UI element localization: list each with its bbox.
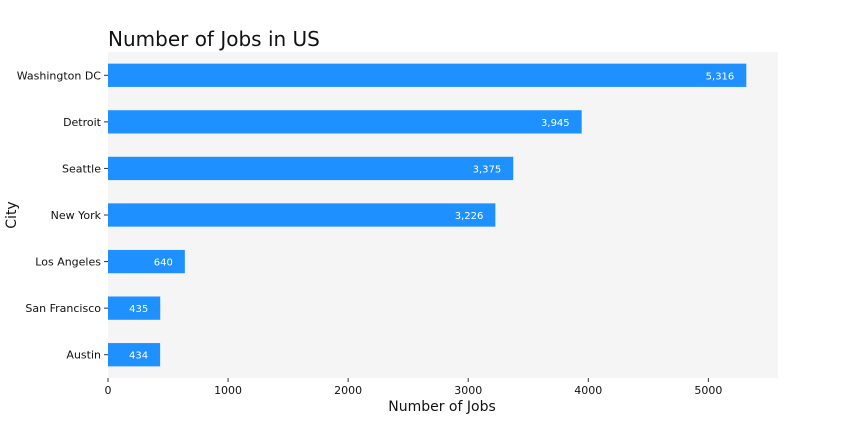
x-axis-title: Number of Jobs <box>388 399 496 415</box>
y-tick-label: Seattle <box>62 162 101 175</box>
data-label: 5,316 <box>706 71 735 82</box>
bar <box>108 156 514 181</box>
x-tick-label: 5000 <box>694 384 722 397</box>
x-axis: 0 1000 2000 3000 4000 5000 <box>105 378 722 397</box>
bar <box>108 343 161 367</box>
data-label: 435 <box>129 304 148 315</box>
data-label: 640 <box>154 258 173 269</box>
x-tick-label: 2000 <box>334 384 362 397</box>
bar <box>108 249 185 274</box>
x-tick-label: 4000 <box>574 384 602 397</box>
y-tick-label: Washington DC <box>17 69 102 82</box>
data-label: 434 <box>129 351 148 362</box>
bar <box>108 110 582 134</box>
bar <box>108 203 496 227</box>
y-tick-label: Los Angeles <box>35 256 101 269</box>
x-tick-label: 1000 <box>214 384 242 397</box>
data-label: 3,226 <box>455 211 484 222</box>
y-tick-label: San Francisco <box>25 302 101 315</box>
y-tick-label: Detroit <box>63 116 102 129</box>
data-label: 3,375 <box>473 164 502 175</box>
data-label: 3,945 <box>541 118 570 129</box>
y-axis: Washington DC Detroit Seattle New York Los A… <box>17 69 108 362</box>
x-tick-label: 0 <box>105 384 112 397</box>
bars-group: 5,316 3,945 3,375 3,226 640 435 434 <box>108 63 747 367</box>
bar <box>108 63 747 87</box>
bar <box>108 296 161 320</box>
y-tick-label: New York <box>51 209 102 222</box>
y-tick-label: Austin <box>66 349 101 362</box>
x-tick-label: 3000 <box>454 384 482 397</box>
y-axis-title: City <box>4 201 20 228</box>
chart-title: Number of Jobs in US <box>108 27 320 51</box>
